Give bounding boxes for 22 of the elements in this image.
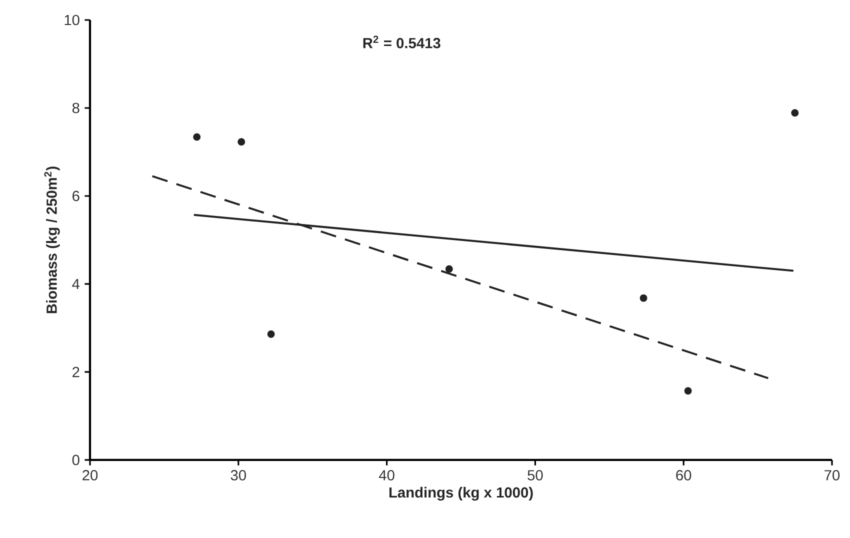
point [193, 133, 201, 141]
point [238, 138, 246, 146]
x-tick-label: 70 [824, 470, 840, 480]
x-tick-label: 20 [82, 470, 98, 480]
point [445, 265, 453, 273]
x-tick-label: 40 [378, 470, 394, 480]
point [640, 294, 648, 302]
y-tick-label: 8 [72, 102, 80, 114]
y-tick-label: 0 [72, 454, 80, 466]
x-tick-label: 30 [230, 470, 246, 480]
x-tick-label: 60 [676, 470, 692, 480]
point [267, 330, 275, 338]
y-tick-label: 2 [72, 366, 80, 378]
annotation: R$^{2}$ = 0.5413 [363, 36, 440, 48]
y-tick-label: 10 [64, 14, 80, 26]
point [684, 387, 692, 395]
x-axis-title: Landings (kg x 1000) [389, 486, 533, 501]
y-axis-title: Biomass (kg / 250m$^{2}$) [44, 166, 60, 314]
y-tick-label: 4 [72, 278, 80, 290]
x-tick-label: 50 [528, 470, 543, 480]
y-tick-label: 6 [72, 190, 80, 202]
point [791, 109, 799, 117]
